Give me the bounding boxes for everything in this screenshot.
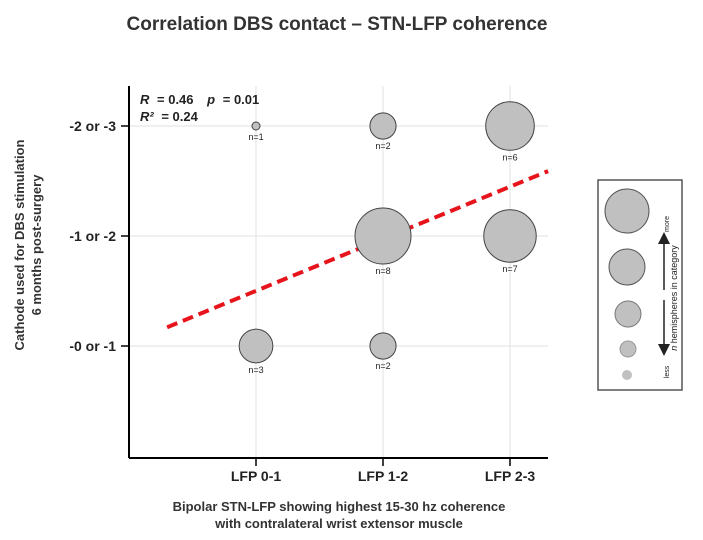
points-group: n=1 n=2 n=6 n=8 n=7 n=3 n=2 [238,101,537,375]
y-ticks: -0 or -1 -1 or -2 -2 or -3 [69,118,129,354]
stat-r2-value: = 0.24 [161,109,198,124]
x-ticks: LFP 0-1 LFP 1-2 LFP 2-3 [231,458,536,484]
stat-r-symbol: R [140,92,150,107]
stat-r2: R² = 0.24 [140,109,199,124]
data-point-label: n=3 [248,365,263,375]
legend-circle-largest [604,188,650,234]
stats-block: R = 0.46 p = 0.01 R² = 0.24 [140,92,259,124]
data-point-label: n=1 [248,132,263,142]
trendline [166,169,549,330]
legend-more: more [664,216,671,232]
stat-r: R = 0.46 p = 0.01 [140,92,259,107]
legend-caption-n: n [669,346,679,351]
chart-title: Correlation DBS contact – STN-LFP cohere… [127,14,548,35]
legend-circle-smallest [622,370,632,380]
y-tick-label: -1 or -2 [69,228,116,244]
legend-caption: n hemispheres in category [669,245,679,351]
data-point-label: n=6 [502,152,517,162]
stat-r2-symbol: R² [140,109,154,124]
data-point [238,328,274,364]
data-point [354,207,412,265]
grid-lines [129,86,548,458]
legend-circle-small [619,340,637,358]
data-point [483,209,537,263]
x-axis-label-line-1: Bipolar STN-LFP showing highest 15-30 hz… [173,499,506,514]
y-axis-label-line-2: 6 months post-surgery [29,174,44,316]
data-point-label: n=7 [502,264,517,274]
legend-caption-text: hemispheres in category [669,245,679,346]
data-point-label: n=2 [375,141,390,151]
x-axis-label: Bipolar STN-LFP showing highest 15-30 hz… [173,499,506,531]
stat-p-symbol: p [206,92,215,107]
data-point [485,101,535,151]
x-tick-label: LFP 1-2 [358,468,409,484]
data-point [369,332,397,360]
trendline-group [166,169,549,330]
x-tick-label: LFP 2-3 [485,468,536,484]
data-point [369,112,397,140]
y-tick-label: -2 or -3 [69,118,116,134]
x-axis-label-line-2: with contralateral wrist extensor muscle [214,516,463,531]
stat-p-value: = 0.01 [223,92,260,107]
data-point-label: n=8 [375,266,390,276]
y-tick-label: -0 or -1 [69,338,116,354]
x-tick-label: LFP 0-1 [231,468,282,484]
data-point [251,121,261,131]
legend-less: less [664,365,671,378]
legend-circle-large [608,248,646,286]
legend-circle-medium [614,300,642,328]
data-point-label: n=2 [375,361,390,371]
y-axis-label-line-1: Cathode used for DBS stimulation [12,139,27,350]
legend: more less n hemispheres in category [597,179,683,391]
stat-r-value: = 0.46 [157,92,194,107]
y-axis-label: Cathode used for DBS stimulation 6 month… [12,139,44,350]
